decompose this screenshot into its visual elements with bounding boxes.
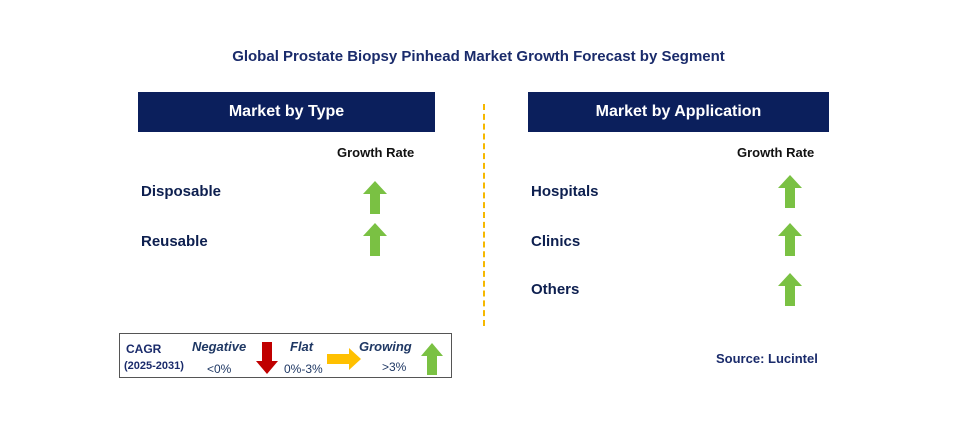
negative-down-arrow-icon: [256, 342, 278, 374]
source-note: Source: Lucintel: [716, 351, 818, 366]
legend-cagr-label: CAGR: [126, 342, 162, 356]
application-growth-rate-label: Growth Rate: [737, 145, 815, 160]
clinics-up-arrow-icon: [778, 223, 802, 256]
type-panel-header: Market by Type: [138, 92, 435, 132]
cagr-legend: [119, 333, 452, 378]
legend-flat-label: Flat: [290, 339, 314, 354]
application-item-hospitals: Hospitals: [531, 183, 599, 200]
legend-negative-label: Negative: [192, 339, 247, 354]
type-item-reusable: Reusable: [141, 233, 208, 250]
legend-flat-range: 0%-3%: [284, 362, 323, 376]
disposable-up-arrow-icon: [363, 181, 387, 214]
application-panel-header: Market by Application: [528, 92, 829, 132]
application-item-others: Others: [531, 281, 580, 298]
application-item-clinics: Clinics: [531, 233, 581, 250]
legend-period: (2025-2031): [124, 360, 184, 372]
legend-negative-range: <0%: [207, 362, 232, 376]
type-item-disposable: Disposable: [141, 183, 222, 200]
flat-right-arrow-icon: [327, 348, 361, 370]
panel-divider: [483, 104, 485, 326]
legend-growing-label: Growing: [359, 339, 412, 354]
type-growth-rate-label: Growth Rate: [337, 145, 415, 160]
growing-up-arrow-icon: [421, 343, 443, 375]
hospitals-up-arrow-icon: [778, 175, 802, 208]
legend-growing-range: >3%: [382, 360, 407, 374]
others-up-arrow-icon: [778, 273, 802, 306]
chart-title: Global Prostate Biopsy Pinhead Market Gr…: [232, 48, 725, 65]
reusable-up-arrow-icon: [363, 223, 387, 256]
